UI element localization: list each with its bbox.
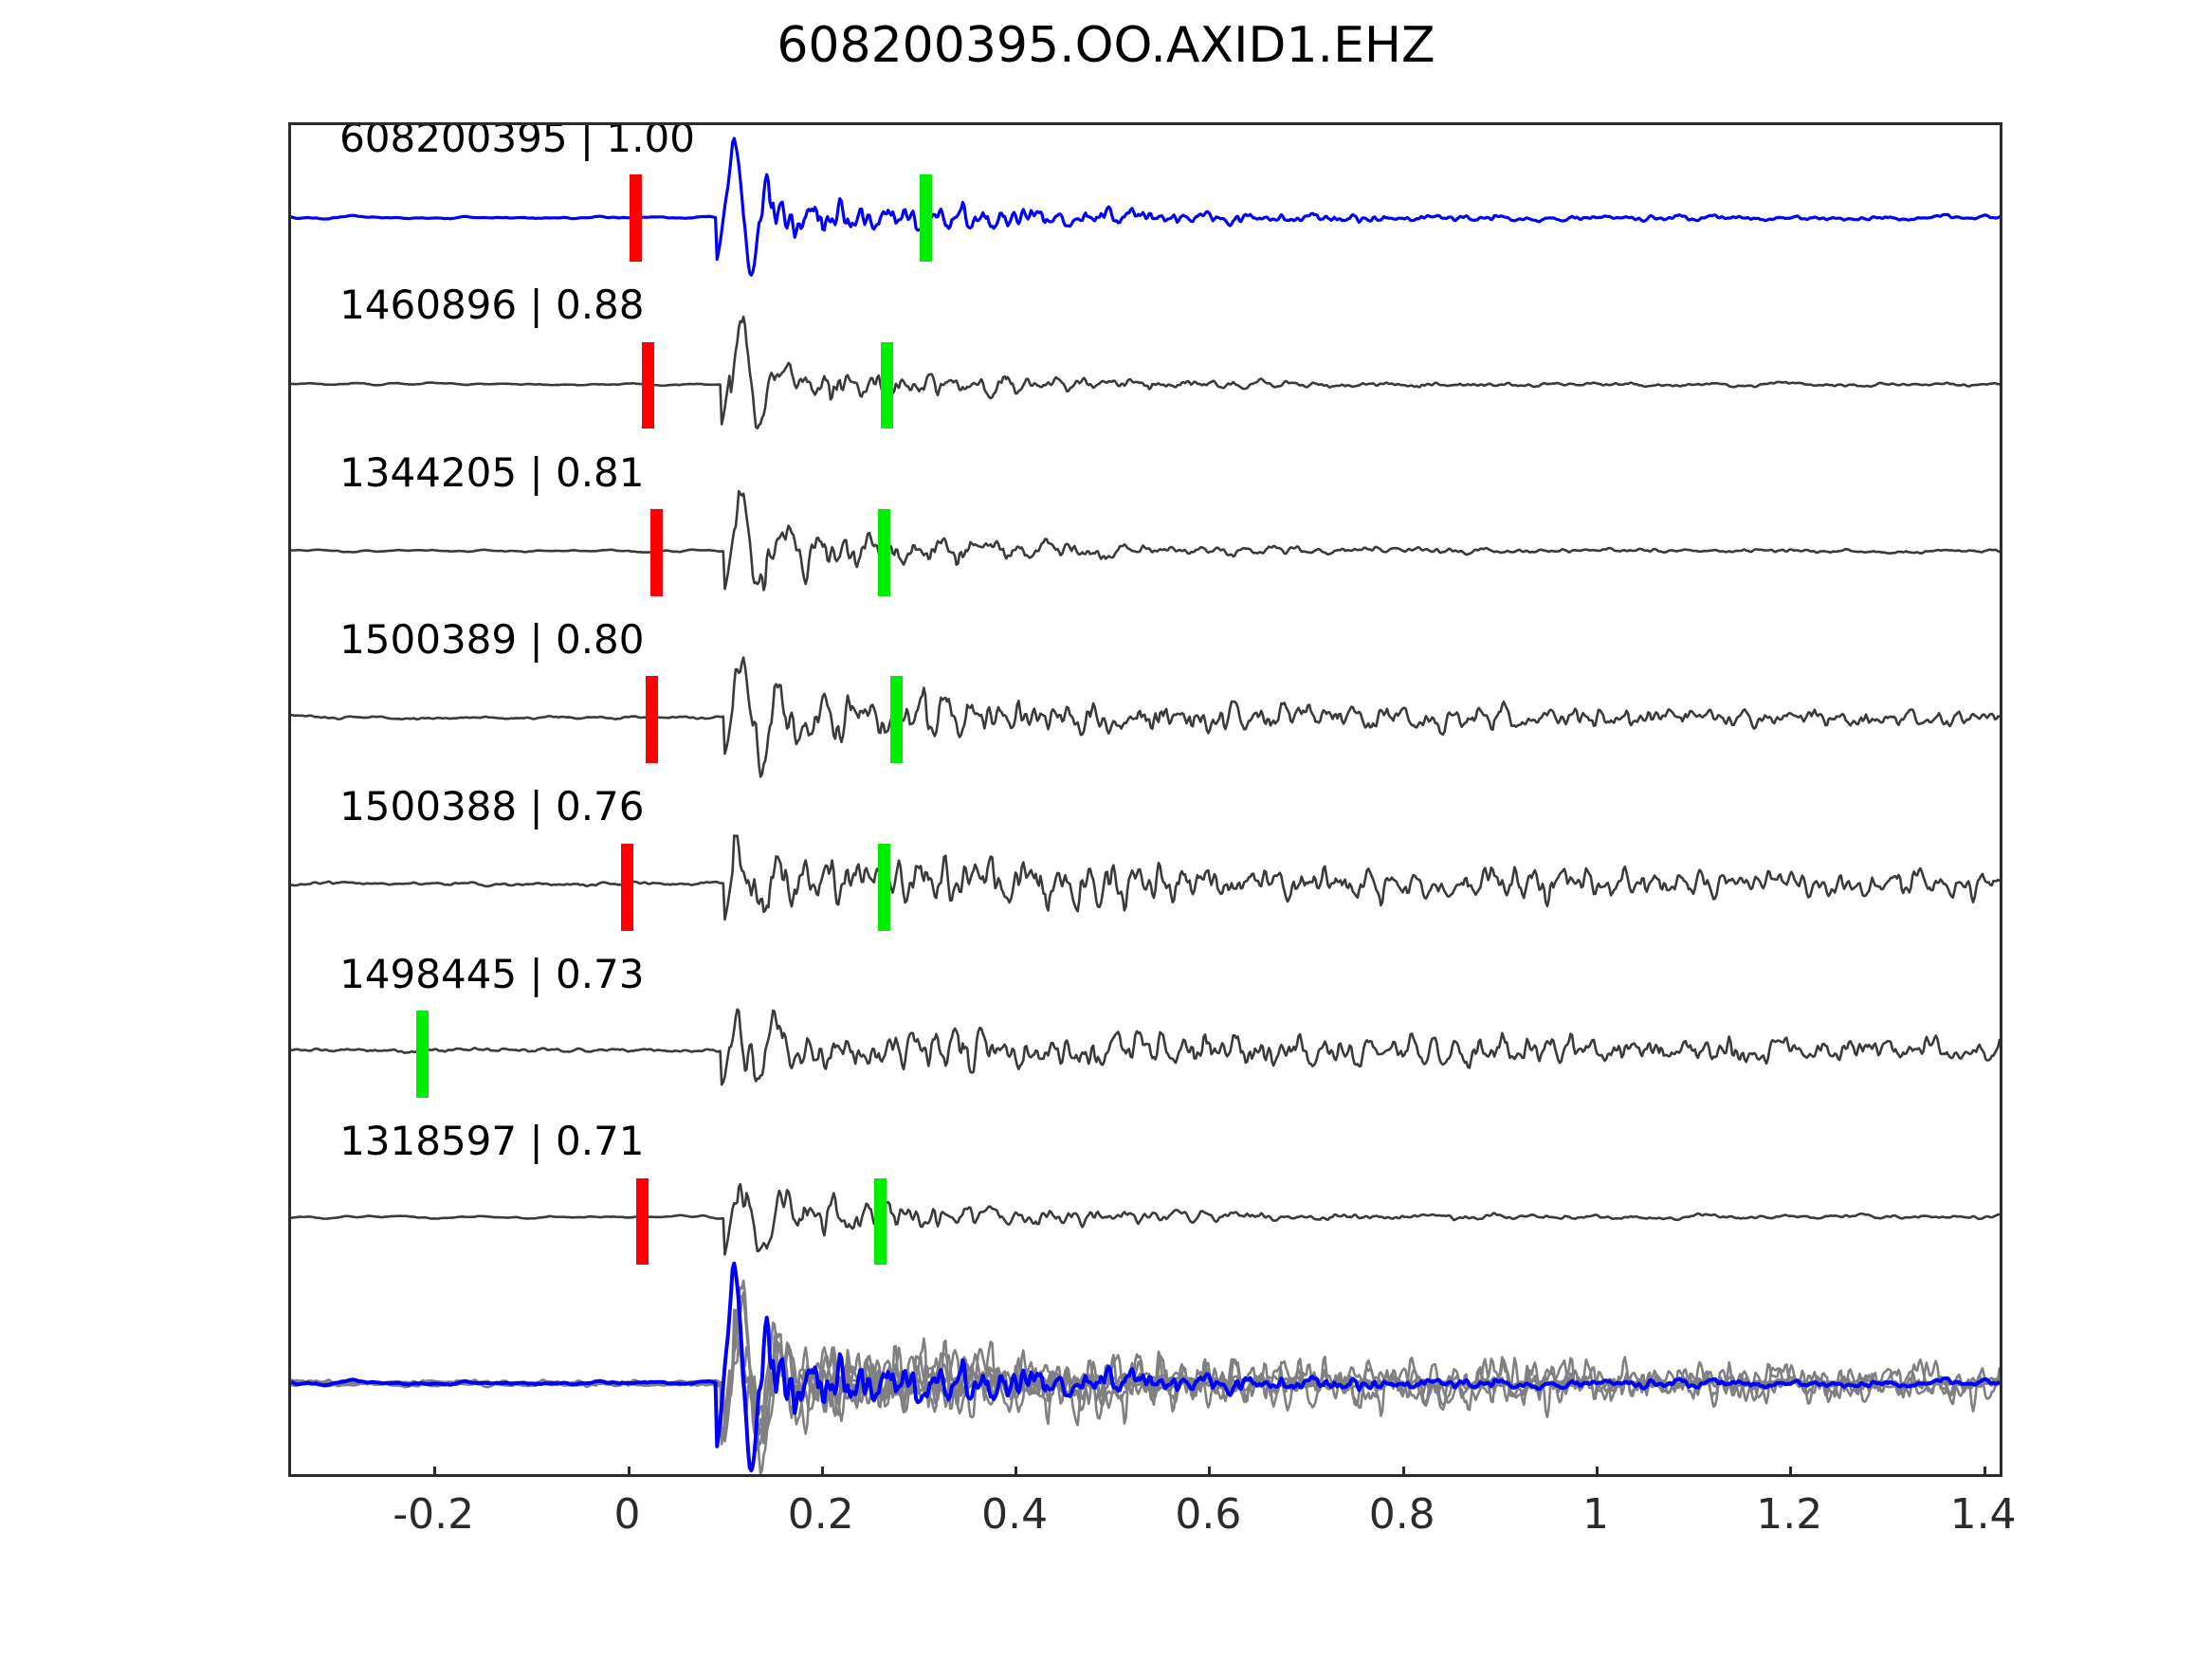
x-tick-label: 1.2 xyxy=(1756,1490,1823,1539)
waveform-canvas xyxy=(291,137,2000,1474)
p-pick-marker-1500388 xyxy=(621,843,634,931)
x-tick-mark xyxy=(1015,1467,1018,1477)
x-tick-mark xyxy=(627,1467,631,1477)
s-pick-marker-1460896 xyxy=(881,341,894,429)
s-pick-marker-1318597 xyxy=(874,1177,887,1266)
s-pick-marker-608200395 xyxy=(920,174,933,263)
waveform-trace-1460896 xyxy=(291,315,2000,430)
p-pick-marker-1318597 xyxy=(635,1177,649,1266)
x-tick-label: -0.2 xyxy=(393,1490,475,1539)
s-pick-marker-1500389 xyxy=(890,676,904,764)
x-tick-label: 1 xyxy=(1581,1490,1609,1539)
stack-overlay-trace-1344205 xyxy=(291,1291,2000,1445)
x-tick-mark xyxy=(433,1467,437,1477)
waveform-trace-608200395 xyxy=(291,137,2000,277)
x-tick-label: 0.6 xyxy=(1175,1490,1242,1539)
plot-axes: 608200395 | 1.00 1460896 | 0.88 1344205 | … xyxy=(288,122,2002,1477)
x-tick-mark xyxy=(1208,1467,1212,1477)
x-tick-mark xyxy=(1789,1467,1793,1477)
x-tick-label: 0.2 xyxy=(787,1490,854,1539)
x-tick-label: 1.4 xyxy=(1949,1490,2017,1539)
stack-overlay-trace-1460896 xyxy=(291,1279,2000,1452)
waveform-trace-1498445 xyxy=(291,1008,2000,1086)
s-pick-marker-1344205 xyxy=(878,509,891,596)
p-pick-marker-608200395 xyxy=(629,174,642,263)
waveform-trace-1344205 xyxy=(291,489,2000,592)
x-tick-mark xyxy=(820,1467,824,1477)
p-pick-marker-1460896 xyxy=(641,341,654,429)
page-title: 608200395.OO.AXID1.EHZ xyxy=(777,17,1435,74)
s-pick-marker-1498445 xyxy=(415,1011,429,1098)
x-tick-label: 0 xyxy=(613,1490,641,1539)
plot-area: 608200395 | 1.00 1460896 | 0.88 1344205 | … xyxy=(291,125,2000,1474)
x-tick-mark xyxy=(1595,1467,1599,1477)
x-tick-mark xyxy=(1401,1467,1405,1477)
x-tick-label: 0.4 xyxy=(981,1490,1049,1539)
waveform-trace-1500388 xyxy=(291,834,2000,921)
p-pick-marker-1500389 xyxy=(645,676,658,764)
stack-template-trace xyxy=(291,1261,2000,1473)
waveform-trace-1318597 xyxy=(291,1182,2000,1256)
s-pick-marker-1500388 xyxy=(878,843,891,931)
stack-overlay-trace-1498445 xyxy=(291,1320,2000,1437)
x-tick-mark xyxy=(1983,1467,1986,1477)
waveform-trace-1500389 xyxy=(291,656,2000,778)
x-tick-label: 0.8 xyxy=(1368,1490,1435,1539)
p-pick-marker-1344205 xyxy=(650,509,664,596)
